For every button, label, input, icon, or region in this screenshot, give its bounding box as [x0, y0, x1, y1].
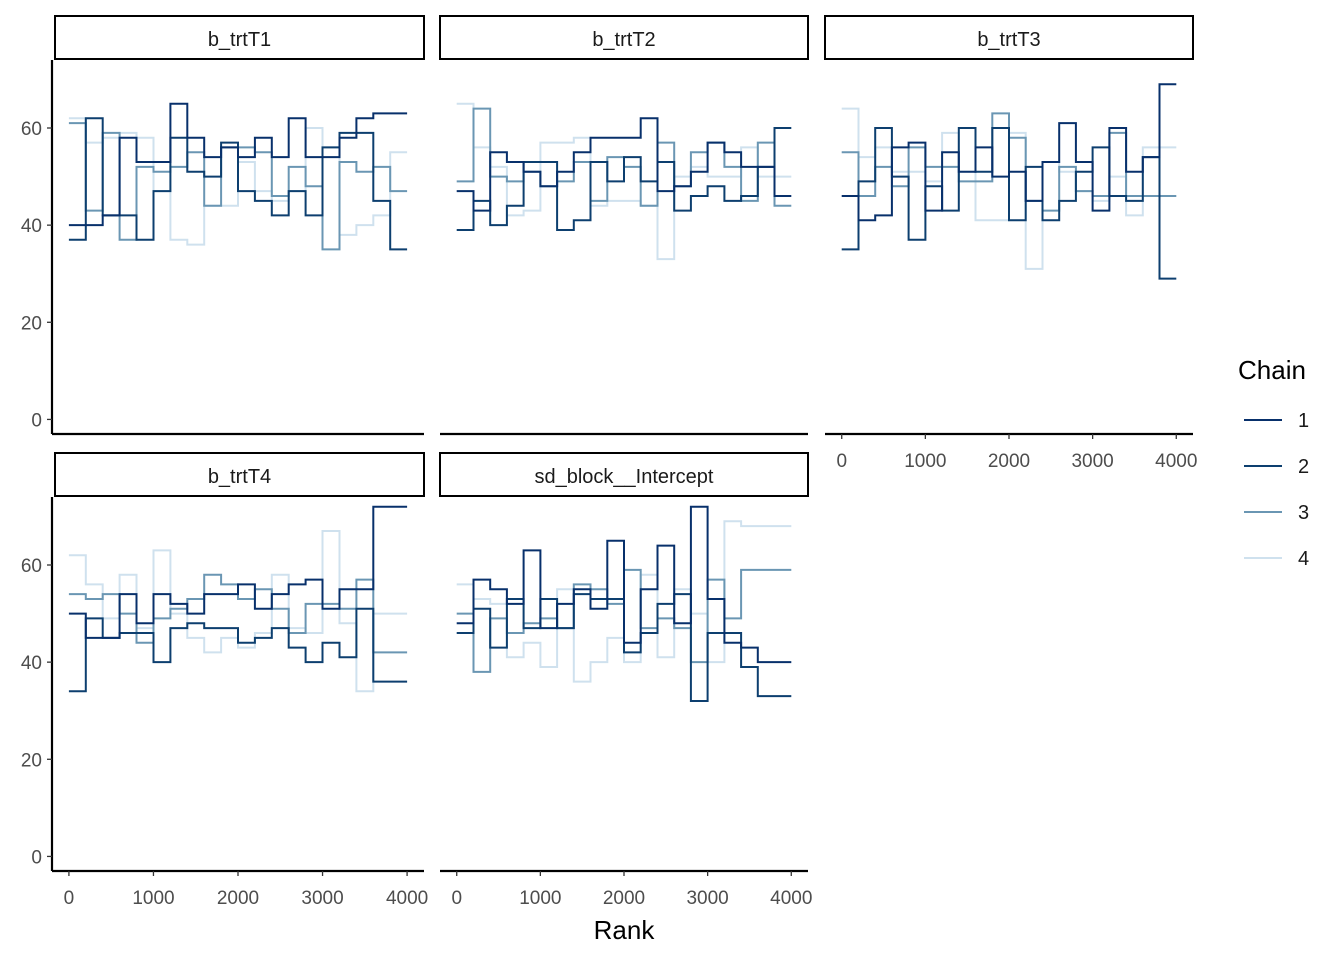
series-layer — [841, 83, 1177, 280]
chain-2-step-line — [456, 127, 792, 231]
series-layer — [456, 505, 792, 702]
x-axis: 0 1000 2000 3000 4000 — [451, 871, 812, 909]
x-axis: 0 1000 2000 3000 4000 — [836, 434, 1197, 472]
facet-strip — [54, 452, 425, 497]
facet-strip — [824, 15, 1194, 60]
x-axis: 0 1000 2000 3000 4000 — [64, 871, 428, 909]
x-tick-label: 4000 — [770, 888, 812, 909]
x-tick-label: 0 — [451, 888, 462, 909]
x-tick-label: 2000 — [988, 451, 1030, 472]
facet-strip — [439, 15, 809, 60]
y-tick-label: 20 — [21, 750, 42, 771]
y-tick-label: 20 — [21, 313, 42, 334]
x-axis-title: Rank — [594, 915, 656, 945]
y-tick-label: 0 — [31, 847, 42, 868]
x-tick-label: 3000 — [301, 888, 343, 909]
y-axis: 0 20 40 60 — [21, 60, 54, 434]
y-tick-label: 40 — [21, 216, 42, 237]
x-tick-label: 0 — [836, 451, 847, 472]
facet-title: b_trtT1 — [208, 29, 271, 51]
chain-1-step-line — [68, 102, 408, 227]
facet-title: b_trtT2 — [592, 29, 655, 51]
legend-items: 1 2 3 4 — [1244, 410, 1309, 570]
y-tick-label: 0 — [31, 410, 42, 431]
facet-panel-b-trtT2: b_trtT2 — [439, 15, 809, 436]
facet-panel-b-trtT1: b_trtT1 0 20 40 60 — [21, 15, 425, 436]
chain-3-step-line — [456, 568, 792, 673]
x-tick-label: 1000 — [904, 451, 946, 472]
x-tick-label: 2000 — [603, 888, 645, 909]
x-tick-label: 3000 — [686, 888, 728, 909]
chain-1-step-line — [68, 505, 408, 639]
legend: Chain 1 2 3 4 — [1238, 355, 1309, 570]
legend-label-chain-1: 1 — [1298, 410, 1309, 432]
x-tick-label: 1000 — [519, 888, 561, 909]
x-tick-label: 0 — [64, 888, 75, 909]
series-layer — [68, 505, 408, 693]
chain-1-step-line — [456, 505, 792, 664]
chain-2-step-line — [68, 117, 408, 251]
facet-strip — [439, 452, 809, 497]
legend-label-chain-4: 4 — [1298, 548, 1309, 570]
facet-panel-b-trtT3: b_trtT3 0 1000 2000 3000 4000 — [824, 15, 1197, 472]
facet-strip — [54, 15, 425, 60]
y-tick-label: 60 — [21, 556, 42, 577]
x-tick-label: 4000 — [1155, 451, 1197, 472]
x-tick-label: 1000 — [132, 888, 174, 909]
chain-1-step-line — [841, 83, 1177, 222]
y-tick-label: 40 — [21, 653, 42, 674]
x-tick-label: 3000 — [1071, 451, 1113, 472]
facet-panel-b-trtT4: b_trtT4 0 20 40 60 0 1000 2000 3000 4000 — [21, 452, 428, 909]
chain-4-step-line — [456, 520, 792, 683]
series-layer — [456, 102, 792, 261]
series-layer — [68, 102, 408, 251]
legend-label-chain-3: 3 — [1298, 502, 1309, 524]
facet-panel-sd-block-intercept: sd_block__Intercept 0 1000 2000 3000 4000 — [439, 452, 812, 909]
facet-title: b_trtT4 — [208, 466, 271, 488]
x-tick-label: 2000 — [217, 888, 259, 909]
facet-title: sd_block__Intercept — [534, 466, 713, 488]
legend-label-chain-2: 2 — [1298, 456, 1309, 478]
y-tick-label: 60 — [21, 119, 42, 140]
x-tick-label: 4000 — [386, 888, 428, 909]
chain-1-step-line — [456, 117, 792, 212]
facet-title: b_trtT3 — [977, 29, 1040, 51]
y-axis: 0 20 40 60 — [21, 497, 54, 871]
legend-title: Chain — [1238, 355, 1306, 385]
